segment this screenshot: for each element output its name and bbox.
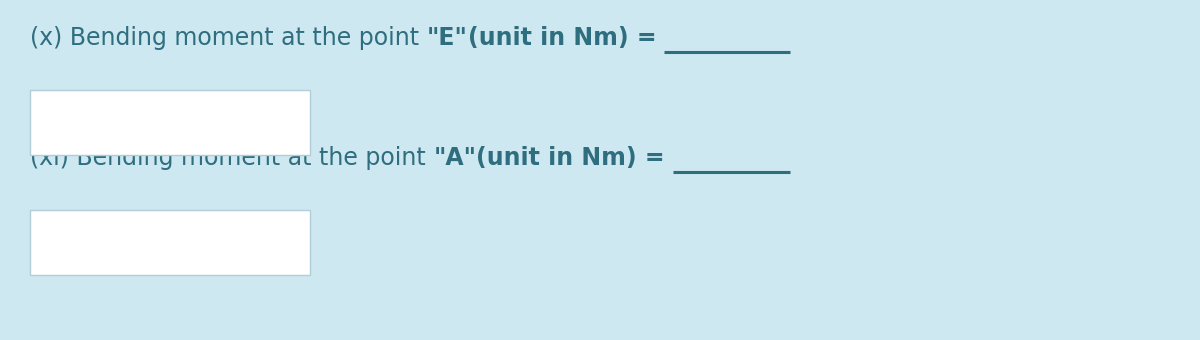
Text: "E": "E" [427, 26, 468, 50]
Text: (x) Bending moment at the point: (x) Bending moment at the point [30, 26, 427, 50]
FancyBboxPatch shape [30, 90, 310, 155]
Text: (unit in Nm) =: (unit in Nm) = [476, 146, 673, 170]
Text: "A": "A" [433, 146, 476, 170]
Text: (xi) Bending moment at the point: (xi) Bending moment at the point [30, 146, 433, 170]
FancyBboxPatch shape [30, 210, 310, 275]
Text: (unit in Nm) =: (unit in Nm) = [468, 26, 665, 50]
